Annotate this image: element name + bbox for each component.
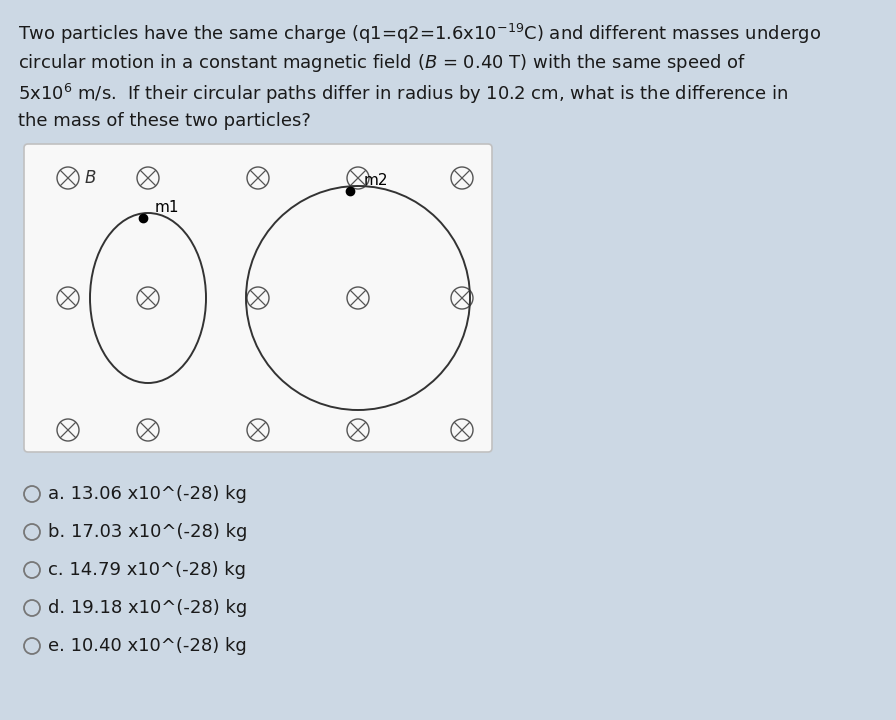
Text: m2: m2	[364, 173, 389, 188]
Text: d. 19.18 x10^(-28) kg: d. 19.18 x10^(-28) kg	[48, 599, 247, 617]
Text: Two particles have the same charge (q1=q2=1.6x10$^{-19}$C) and different masses : Two particles have the same charge (q1=q…	[18, 22, 821, 46]
Text: b. 17.03 x10^(-28) kg: b. 17.03 x10^(-28) kg	[48, 523, 247, 541]
FancyBboxPatch shape	[24, 144, 492, 452]
Text: $B$: $B$	[84, 169, 97, 187]
Text: circular motion in a constant magnetic field ($B$ = 0.40 T) with the same speed : circular motion in a constant magnetic f…	[18, 52, 746, 74]
Text: c. 14.79 x10^(-28) kg: c. 14.79 x10^(-28) kg	[48, 561, 246, 579]
Text: a. 13.06 x10^(-28) kg: a. 13.06 x10^(-28) kg	[48, 485, 247, 503]
Text: e. 10.40 x10^(-28) kg: e. 10.40 x10^(-28) kg	[48, 637, 246, 655]
Text: 5x10$^6$ m/s.  If their circular paths differ in radius by 10.2 cm, what is the : 5x10$^6$ m/s. If their circular paths di…	[18, 82, 788, 106]
Text: m1: m1	[155, 200, 179, 215]
Text: the mass of these two particles?: the mass of these two particles?	[18, 112, 311, 130]
